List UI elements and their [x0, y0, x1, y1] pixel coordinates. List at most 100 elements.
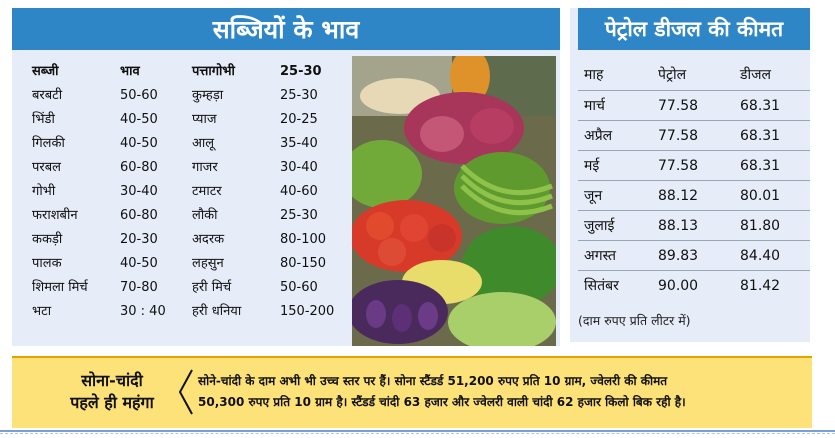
- vegetable-title: सब्जियों के भाव: [12, 8, 560, 50]
- petrol-price: 77.58: [658, 128, 699, 144]
- table-row: गिलकी 40-50 आलू 35-40: [24, 132, 344, 156]
- vegetable-price: 20-30: [120, 232, 158, 247]
- vegetables-illustration: [352, 56, 556, 346]
- table-row: शिमला मिर्च 70-80 हरी मिर्च 50-60: [24, 276, 344, 300]
- month: जून: [584, 188, 603, 204]
- diesel-price: 68.31: [740, 128, 781, 144]
- table-row: मार्च 77.58 68.31: [578, 90, 810, 121]
- vegetable-name: शिमला मिर्च: [32, 280, 88, 295]
- vegetable-price: 40-50: [120, 112, 158, 127]
- vegetable-price: 25-30: [280, 208, 318, 223]
- month: मार्च: [584, 98, 605, 114]
- vegetable-name: गाजर: [192, 160, 218, 175]
- petrol-price: 77.58: [658, 98, 699, 114]
- gold-text-line: 50,300 रुपए प्रति 10 ग्राम है। स्टैंडर्ड…: [198, 395, 686, 409]
- table-row: परबल 60-80 गाजर 30-40: [24, 156, 344, 180]
- vegetable-name: गोभी: [32, 184, 56, 199]
- vegetable-price: 80-150: [280, 256, 327, 271]
- table-row: फराशबीन 60-80 लौकी 25-30: [24, 204, 344, 228]
- table-row: अप्रैल 77.58 68.31: [578, 120, 810, 151]
- vegetable-price: 80-100: [280, 232, 327, 247]
- vegetable-name: टमाटर: [192, 184, 222, 199]
- vegetable-price: 40-50: [120, 136, 158, 151]
- gold-silver-box: सोना-चांदी पहले ही महंगा सोने-चांदी के द…: [12, 356, 812, 428]
- petrol-price: 89.83: [658, 248, 699, 264]
- vegetable-price: 50-60: [280, 280, 318, 295]
- fuel-unit-note: (दाम रुपए प्रति लीटर में): [578, 313, 691, 328]
- diesel-price: 68.31: [740, 158, 781, 174]
- gold-title-line: पहले ही महंगा: [70, 393, 154, 412]
- vegetable-price: 60-80: [120, 208, 158, 223]
- vegetable-name: भटा: [32, 304, 52, 319]
- petrol-price: 77.58: [658, 158, 699, 174]
- vegetable-name: भिंडी: [32, 112, 55, 127]
- vegetable-name: हरी मिर्च: [192, 280, 232, 295]
- vegetable-name: हरी धनिया: [192, 304, 242, 319]
- gold-silver-text: सोने-चांदी के दाम अभी भी उच्च स्तर पर है…: [198, 371, 804, 413]
- month: सितंबर: [584, 278, 619, 294]
- table-row: पालक 40-50 लहसुन 80-150: [24, 252, 344, 276]
- table-row: भिंडी 40-50 प्याज 20-25: [24, 108, 344, 132]
- table-row: मई 77.58 68.31: [578, 150, 810, 181]
- vegetable-price: 40-50: [120, 256, 158, 271]
- month: अगस्त: [584, 248, 617, 264]
- table-row: जुलाई 88.13 81.80: [578, 210, 810, 241]
- vegetable-name: परबल: [32, 160, 61, 175]
- vegetable-name: आलू: [192, 136, 215, 151]
- vegetable-price: 25-30: [280, 64, 322, 79]
- table-row: भटा 30 : 40 हरी धनिया 150-200: [24, 300, 344, 324]
- vegetable-name: लहसुन: [192, 256, 224, 271]
- petrol-price: 90.00: [658, 278, 699, 294]
- gold-text-line: सोने-चांदी के दाम अभी भी उच्च स्तर पर है…: [198, 374, 668, 388]
- table-row: ककड़ी 20-30 अदरक 80-100: [24, 228, 344, 252]
- vegetable-name: प्याज: [192, 112, 217, 127]
- petrol-price: 88.13: [658, 218, 699, 234]
- bottom-divider: [0, 430, 835, 432]
- vegetable-price: 60-80: [120, 160, 158, 175]
- petrol-header: पेट्रोल: [658, 67, 687, 83]
- table-row: सितंबर 90.00 81.42: [578, 270, 810, 301]
- table-row: गोभी 30-40 टमाटर 40-60: [24, 180, 344, 204]
- vegetable-price: 30 : 40: [120, 304, 166, 319]
- vegetable-price: 30-40: [120, 184, 158, 199]
- diesel-price: 84.40: [740, 248, 781, 264]
- fuel-panel: [570, 8, 810, 342]
- vegetable-name: अदरक: [192, 232, 225, 247]
- table-row: जून 88.12 80.01: [578, 180, 810, 211]
- vegetable-price: 50-60: [120, 88, 158, 103]
- table-row: बरबटी 50-60 कुम्हड़ा 25-30: [24, 84, 344, 108]
- table-header: माह पेट्रोल डीजल: [578, 60, 810, 90]
- vegetable-name: लौकी: [192, 208, 218, 223]
- gold-title-line: सोना-चांदी: [81, 371, 143, 390]
- month: मई: [584, 158, 600, 174]
- vegetable-price: 30-40: [280, 160, 318, 175]
- month-header: माह: [584, 67, 604, 83]
- table-header: सब्जी भाव पत्तागोभी 25-30: [24, 60, 344, 84]
- vegetable-price: 150-200: [280, 304, 335, 319]
- vegetable-name: गिलकी: [32, 136, 65, 151]
- fuel-title: पेट्रोल डीजल की कीमत: [578, 8, 810, 50]
- vegetable-price: 40-60: [280, 184, 318, 199]
- diesel-price: 81.42: [740, 278, 781, 294]
- month: जुलाई: [584, 218, 615, 234]
- vegetable-header: सब्जी: [32, 64, 59, 79]
- diesel-header: डीजल: [740, 67, 771, 83]
- table-row: अगस्त 89.83 84.40: [578, 240, 810, 271]
- diesel-price: 80.01: [740, 188, 781, 204]
- gold-silver-title: सोना-चांदी पहले ही महंगा: [32, 370, 192, 414]
- bracket-arrow-icon: [178, 369, 193, 415]
- vegetable-price: 35-40: [280, 136, 318, 151]
- diesel-price: 81.80: [740, 218, 781, 234]
- diesel-price: 68.31: [740, 98, 781, 114]
- price-header: भाव: [120, 64, 140, 79]
- vegetable-name: कुम्हड़ा: [192, 88, 224, 103]
- bottom-dashed-divider: [0, 433, 835, 438]
- month: अप्रैल: [584, 128, 613, 144]
- vegetable-name: पत्तागोभी: [192, 64, 235, 79]
- vegetable-price: 70-80: [120, 280, 158, 295]
- vegetable-price: 20-25: [280, 112, 318, 127]
- vegetable-name: फराशबीन: [32, 208, 78, 223]
- vegetable-name: पालक: [32, 256, 62, 271]
- vegetable-name: ककड़ी: [32, 232, 63, 247]
- vegetables-photo: [352, 56, 556, 346]
